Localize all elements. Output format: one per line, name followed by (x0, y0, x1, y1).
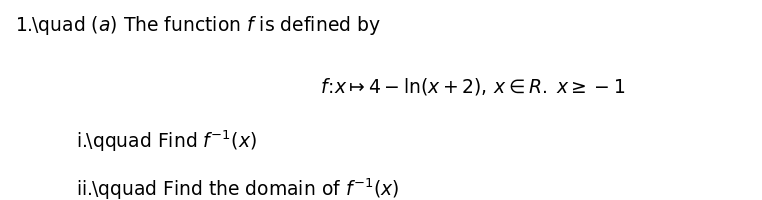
Text: ii.\qquad Find the domain of $f^{-1}(x)$: ii.\qquad Find the domain of $f^{-1}(x)$ (76, 176, 399, 200)
Text: i.\qquad Find $f^{-1}(x)$: i.\qquad Find $f^{-1}(x)$ (76, 128, 257, 153)
Text: $f\!:\!x \mapsto 4 - \ln(x+2),\, x{\in}R.\; x \geq -1$: $f\!:\!x \mapsto 4 - \ln(x+2),\, x{\in}R… (320, 76, 626, 97)
Text: 1.\quad ($a$) The function $f$ is defined by: 1.\quad ($a$) The function $f$ is define… (15, 14, 381, 37)
